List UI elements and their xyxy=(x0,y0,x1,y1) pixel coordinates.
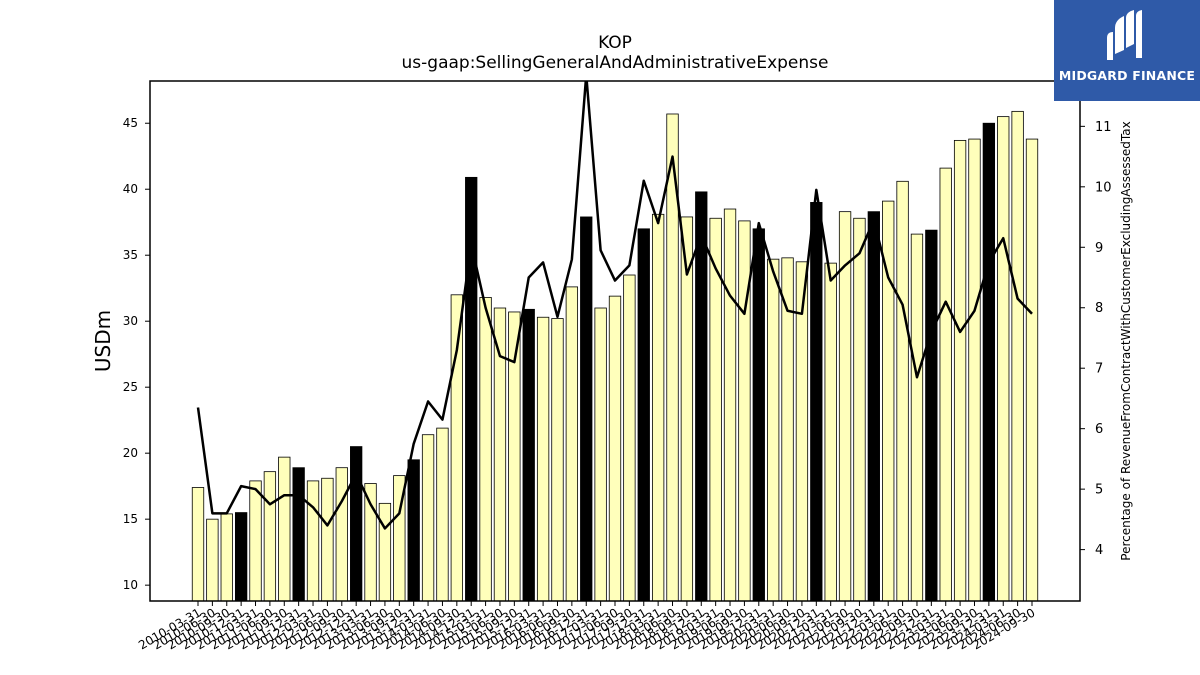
logo-mark-icon xyxy=(1107,10,1142,60)
y-tick-label: 30 xyxy=(123,314,138,328)
y-axis-label: USDm xyxy=(91,310,115,372)
brand-name: MIDGARD FINANCE xyxy=(1058,68,1196,83)
bar-2010-03-31 xyxy=(191,487,205,602)
bar-2018-12-31 xyxy=(695,191,708,602)
bar-2017-09-30 xyxy=(623,274,636,602)
y-axis: 10 15 20 25 30 35 40 45 xyxy=(123,116,150,592)
bar-2012-12-31 xyxy=(350,446,363,602)
ratio-line xyxy=(196,81,1033,530)
bar-2023-03-31 xyxy=(939,167,952,602)
y2-tick-label: 7 xyxy=(1095,362,1103,377)
bar-2019-06-30 xyxy=(723,208,737,602)
y-tick-label: 35 xyxy=(123,248,138,262)
bar-2022-12-31 xyxy=(925,229,938,602)
bar-2012-03-31 xyxy=(306,480,320,602)
bar-2011-09-30 xyxy=(278,456,291,602)
y2-tick-label: 10 xyxy=(1095,180,1112,195)
bar-2020-03-31 xyxy=(767,258,780,602)
bar-2010-06-30 xyxy=(206,518,219,602)
bar-2015-12-31 xyxy=(522,308,535,602)
bar-2021-09-30 xyxy=(853,217,866,602)
bar-2017-06-30 xyxy=(608,295,622,602)
bar-2012-09-30 xyxy=(335,467,348,602)
y2-tick-label: 8 xyxy=(1095,301,1103,316)
y-tick-label: 15 xyxy=(123,512,138,526)
y-tick-label: 40 xyxy=(123,182,138,196)
bar-2014-12-31 xyxy=(465,176,478,602)
bar-2023-06-30 xyxy=(953,139,967,602)
bar-2022-06-30 xyxy=(896,180,909,602)
bar-2019-09-30 xyxy=(738,220,751,602)
bar-2016-12-31 xyxy=(580,216,593,602)
bar-2016-06-30 xyxy=(551,318,564,602)
bar-2011-03-31 xyxy=(249,480,262,602)
y-tick-label: 20 xyxy=(123,446,138,460)
bar-2023-09-30 xyxy=(968,138,981,602)
y2-tick-label: 5 xyxy=(1095,483,1103,498)
bars-group xyxy=(191,110,1039,602)
y2-axis-label: Percentage of RevenueFromContractWithCus… xyxy=(1119,121,1133,560)
bar-2013-03-31 xyxy=(364,483,377,602)
bar-2010-12-31 xyxy=(234,512,248,602)
y2-tick-label: 4 xyxy=(1095,543,1103,558)
brand-logo: MIDGARD FINANCE xyxy=(1054,0,1200,101)
bar-2014-03-31 xyxy=(421,434,435,602)
bar-2010-09-30 xyxy=(220,513,233,602)
bar-2024-03-31 xyxy=(997,116,1010,602)
y-tick-label: 25 xyxy=(123,380,138,394)
bar-2013-12-31 xyxy=(407,459,420,602)
bar-2016-09-30 xyxy=(565,286,579,602)
y-tick-label: 45 xyxy=(123,116,138,130)
bar-2018-03-31 xyxy=(651,213,665,602)
bar-2017-12-31 xyxy=(637,228,650,602)
bar-2023-12-31 xyxy=(982,122,996,602)
bar-2012-06-30 xyxy=(321,477,334,602)
bar-2022-09-30 xyxy=(910,233,924,602)
bar-2020-12-31 xyxy=(810,202,823,602)
bar-2024-06-30 xyxy=(1011,110,1024,602)
bar-2016-03-31 xyxy=(536,316,550,602)
bar-2013-06-30 xyxy=(378,502,392,602)
y2-tick-label: 9 xyxy=(1095,241,1103,256)
bar-2015-03-31 xyxy=(479,297,492,602)
bar-2014-09-30 xyxy=(450,294,463,602)
bar-2021-12-31 xyxy=(867,211,880,602)
bar-2014-06-30 xyxy=(436,427,449,602)
y-tick-label: 10 xyxy=(123,578,138,592)
y2-tick-label: 6 xyxy=(1095,422,1103,437)
bar-2019-12-31 xyxy=(752,228,765,602)
chart-subtitle: us-gaap:SellingGeneralAndAdministrativeE… xyxy=(402,53,829,73)
y2-axis: 4 5 6 7 8 9 10 11 xyxy=(1080,120,1112,558)
bar-2021-03-31 xyxy=(824,262,837,602)
chart-title: KOP xyxy=(598,33,632,53)
bar-2024-09-30 xyxy=(1025,138,1039,602)
y2-tick-label: 11 xyxy=(1095,120,1112,135)
x-axis: 2010-03-312010-06-302010-09-302010-12-31… xyxy=(136,601,1038,652)
bar-2017-03-31 xyxy=(594,307,607,602)
bar-2011-12-31 xyxy=(292,467,305,602)
bar-2011-06-30 xyxy=(263,471,277,602)
